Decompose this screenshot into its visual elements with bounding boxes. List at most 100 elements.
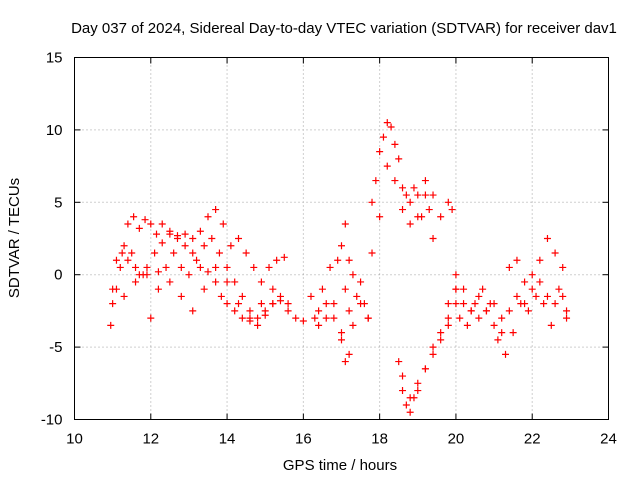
data-point-plus: [170, 249, 178, 257]
data-point-plus: [173, 235, 181, 242]
series-track-i: [368, 119, 437, 242]
axis-ticks: [74, 57, 609, 420]
data-point-plus: [242, 249, 250, 257]
data-point-plus: [238, 292, 246, 300]
data-point-plus: [383, 119, 391, 127]
data-point-plus: [349, 271, 357, 279]
data-point-plus: [513, 256, 521, 264]
series-track-k: [395, 300, 460, 416]
data-point-plus: [341, 285, 349, 293]
data-point-plus: [429, 350, 437, 358]
data-point-plus: [223, 300, 231, 308]
data-point-plus: [189, 307, 197, 315]
data-point-plus: [402, 191, 410, 199]
plot-frame: [74, 57, 609, 420]
series-track-a: [107, 213, 307, 329]
data-point-plus: [421, 365, 429, 373]
data-point-plus: [227, 242, 235, 250]
series-track-f: [311, 256, 372, 322]
data-point-plus: [368, 249, 376, 257]
data-point-plus: [254, 321, 262, 329]
data-point-plus: [257, 300, 265, 308]
data-point-plus: [360, 300, 368, 308]
data-point-plus: [368, 198, 376, 206]
data-point-plus: [128, 249, 136, 257]
data-point-plus: [189, 235, 197, 242]
data-point-plus: [208, 235, 216, 242]
data-point-plus: [372, 177, 380, 185]
data-point-plus: [118, 249, 126, 257]
data-point-plus: [132, 263, 140, 271]
data-point-plus: [406, 408, 414, 416]
data-point-plus: [471, 300, 479, 308]
data-point-plus: [141, 216, 149, 224]
series-track-h: [338, 220, 353, 264]
data-point-plus: [231, 278, 239, 286]
data-point-plus: [399, 387, 407, 395]
data-point-plus: [475, 292, 483, 300]
data-point-plus: [315, 321, 323, 329]
data-point-plus: [162, 263, 170, 271]
data-point-plus: [215, 249, 223, 257]
series-track-n: [452, 235, 567, 322]
data-point-plus: [490, 321, 498, 329]
data-point-plus: [437, 213, 445, 221]
data-point-plus: [406, 394, 414, 402]
data-point-plus: [559, 292, 567, 300]
data-point-plus: [200, 285, 208, 293]
data-point-plus: [276, 292, 284, 300]
y-tick-label: -10: [41, 412, 63, 429]
data-point-plus: [147, 314, 155, 322]
data-point-plus: [509, 329, 517, 337]
data-point-plus: [223, 263, 231, 271]
data-point-plus: [338, 329, 345, 337]
data-point-plus: [376, 148, 384, 156]
data-point-plus: [143, 271, 151, 279]
data-point-plus: [452, 285, 460, 293]
data-point-plus: [322, 300, 330, 308]
data-point-plus: [421, 191, 429, 199]
data-point-plus: [528, 271, 536, 279]
series-track-b: [109, 235, 292, 329]
data-point-plus: [547, 321, 555, 329]
data-point-plus: [284, 307, 292, 315]
data-point-plus: [460, 300, 468, 308]
data-point-plus: [177, 292, 185, 300]
data-point-plus: [563, 307, 571, 315]
y-tick-labels: -10 -5 0 5 10 15: [41, 50, 63, 429]
data-point-plus: [341, 220, 349, 228]
x-tick-label: 10: [66, 431, 83, 448]
x-tick-label: 24: [600, 431, 617, 448]
chart-title: Day 037 of 2024, Sidereal Day-to-day VTE…: [71, 20, 617, 37]
data-point-plus: [486, 300, 494, 308]
data-point-plus: [502, 350, 510, 358]
data-point-plus: [494, 336, 502, 344]
data-point-plus: [357, 278, 365, 286]
data-point-plus: [158, 239, 166, 247]
data-point-plus: [513, 292, 521, 300]
data-point-plus: [463, 321, 471, 329]
data-point-plus: [425, 206, 433, 214]
series-track-o: [456, 285, 571, 358]
x-tick-label: 12: [142, 431, 159, 448]
data-point-plus: [166, 278, 174, 286]
data-point-plus: [219, 220, 227, 228]
data-point-plus: [154, 268, 162, 276]
data-point-plus: [265, 263, 273, 271]
data-point-plus: [345, 256, 353, 264]
data-point-plus: [376, 213, 384, 221]
data-point-plus: [414, 379, 422, 387]
data-point-plus: [181, 242, 189, 250]
data-point-plus: [189, 249, 197, 257]
data-point-plus: [532, 292, 540, 300]
data-point-plus: [406, 220, 414, 228]
data-point-plus: [452, 271, 460, 279]
data-point-plus: [135, 224, 143, 232]
data-point-plus: [196, 263, 204, 271]
data-point-plus: [231, 307, 239, 315]
series-track-d: [109, 263, 277, 322]
data-point-plus: [307, 292, 315, 300]
data-point-plus: [444, 300, 452, 308]
data-point-plus: [528, 285, 536, 293]
